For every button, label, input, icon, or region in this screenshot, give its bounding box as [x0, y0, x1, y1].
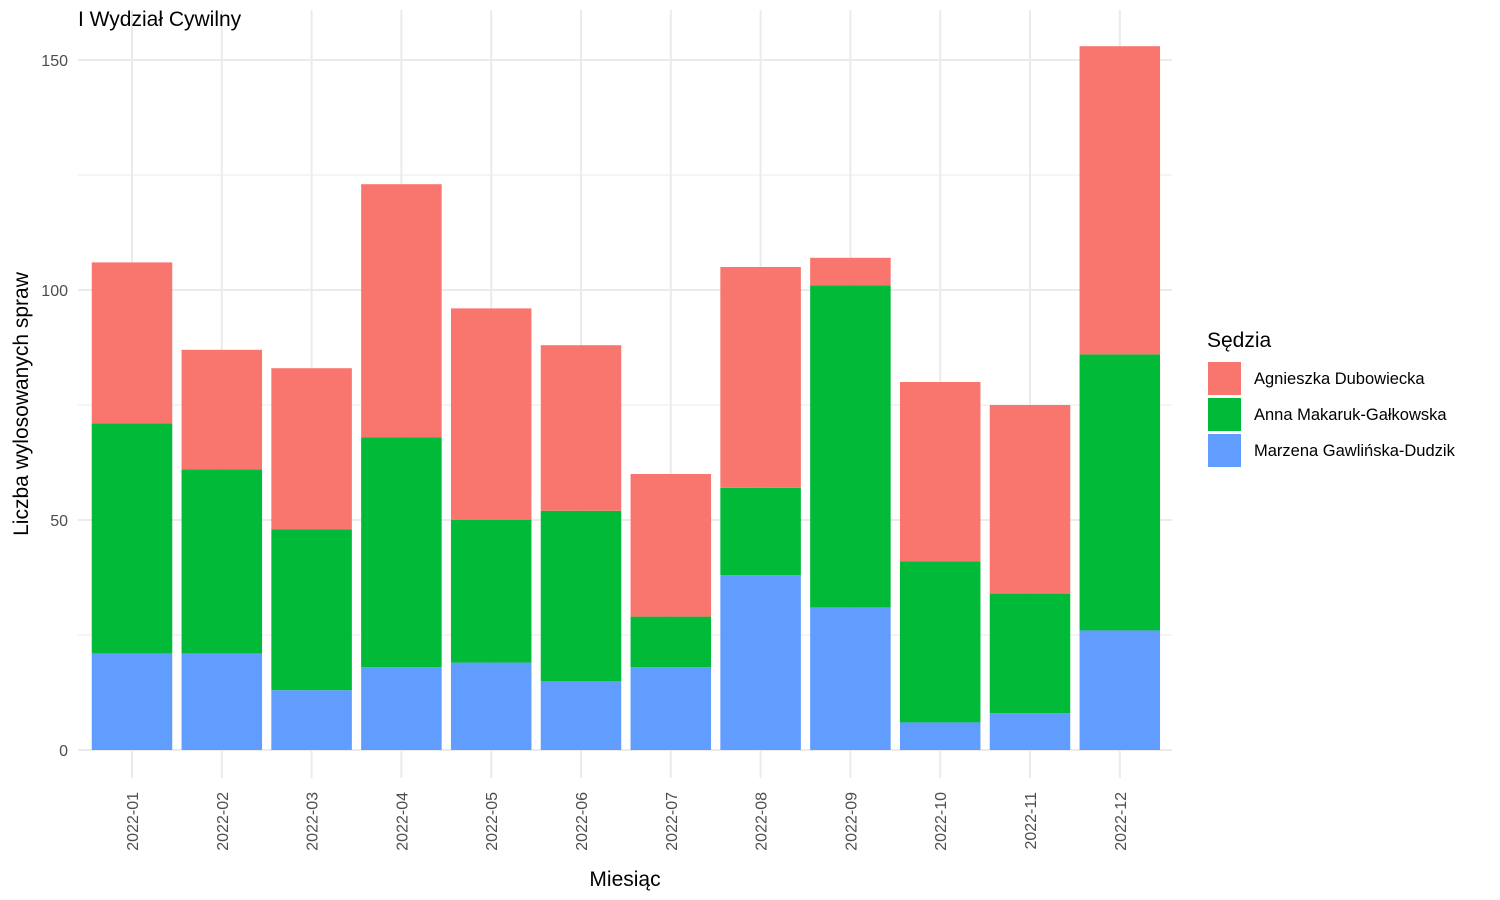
x-tick-label: 2022-12	[1113, 792, 1130, 851]
x-tick-label: 2022-09	[843, 792, 860, 851]
y-axis-title: Liczba wylosowanych spraw	[10, 271, 33, 536]
x-axis-title: Miesiąc	[589, 868, 660, 891]
bar-segment	[361, 437, 442, 668]
x-tick-label: 2022-06	[574, 792, 591, 851]
x-tick-label: 2022-03	[305, 792, 322, 851]
bar-segment	[91, 423, 173, 654]
bar-segment	[899, 382, 981, 562]
legend: Sędzia Agnieszka Dubowiecka Anna Makaruk-…	[1207, 329, 1456, 467]
x-tick-label: 2022-01	[125, 792, 142, 851]
legend-swatch	[1208, 434, 1241, 467]
y-tick-label: 0	[59, 743, 68, 760]
bar-segment	[810, 607, 891, 750]
bar-segment	[540, 681, 622, 750]
x-tick-label: 2022-11	[1023, 792, 1040, 850]
bar-segment	[271, 690, 352, 750]
y-tick-labels: 0 50 100 150	[41, 53, 68, 760]
bar-segment	[271, 529, 352, 691]
bar-segment	[450, 662, 532, 750]
x-tick-label: 2022-04	[394, 792, 411, 851]
bar-segment	[361, 667, 442, 750]
y-tick-label: 150	[41, 53, 68, 70]
y-tick-label: 50	[50, 513, 68, 530]
bar-segment	[720, 487, 801, 576]
bar-segment	[630, 474, 712, 617]
bar-segment	[1079, 46, 1161, 355]
legend-label: Agnieszka Dubowiecka	[1254, 370, 1425, 388]
bar-segment	[361, 184, 442, 438]
bar-segment	[450, 308, 532, 520]
legend-items: Agnieszka Dubowiecka Anna Makaruk-Gałkows…	[1208, 362, 1456, 467]
x-tick-label: 2022-05	[484, 792, 501, 851]
bar-segment	[181, 469, 263, 654]
bars	[91, 46, 1161, 750]
chart-title: I Wydział Cywilny	[78, 8, 242, 31]
bar-segment	[181, 349, 263, 470]
bar-segment	[989, 405, 1071, 594]
bar-segment	[899, 561, 981, 723]
bar-segment	[810, 285, 891, 608]
bar-segment	[720, 267, 801, 488]
bar-segment	[91, 653, 173, 750]
x-tick-label: 2022-07	[664, 792, 681, 851]
bar-segment	[540, 510, 622, 681]
bar-segment	[450, 520, 532, 663]
bar-segment	[271, 368, 352, 530]
legend-label: Marzena Gawlińska-Dudzik	[1254, 442, 1456, 460]
y-tick-label: 100	[41, 283, 68, 300]
legend-label: Anna Makaruk-Gałkowska	[1254, 406, 1447, 424]
bar-segment	[1079, 354, 1161, 631]
legend-swatch	[1208, 398, 1241, 431]
bar-segment	[810, 257, 891, 286]
bar-segment	[540, 345, 622, 511]
x-tick-label: 2022-02	[215, 792, 232, 851]
bar-segment	[630, 667, 712, 750]
bar-segment	[899, 722, 981, 750]
legend-title: Sędzia	[1207, 329, 1272, 352]
bar-segment	[720, 575, 801, 750]
bar-segment	[630, 616, 712, 668]
bar-segment	[181, 653, 263, 750]
x-tick-label: 2022-10	[933, 792, 950, 851]
bar-segment	[989, 593, 1071, 714]
x-tick-labels: 2022-01 2022-02 2022-03 2022-04 2022-05 2022-…	[125, 792, 1130, 851]
legend-swatch	[1208, 362, 1241, 395]
x-tick-label: 2022-08	[754, 792, 771, 851]
bar-segment	[989, 713, 1071, 750]
bar-segment	[1079, 630, 1161, 750]
bar-segment	[91, 262, 173, 424]
